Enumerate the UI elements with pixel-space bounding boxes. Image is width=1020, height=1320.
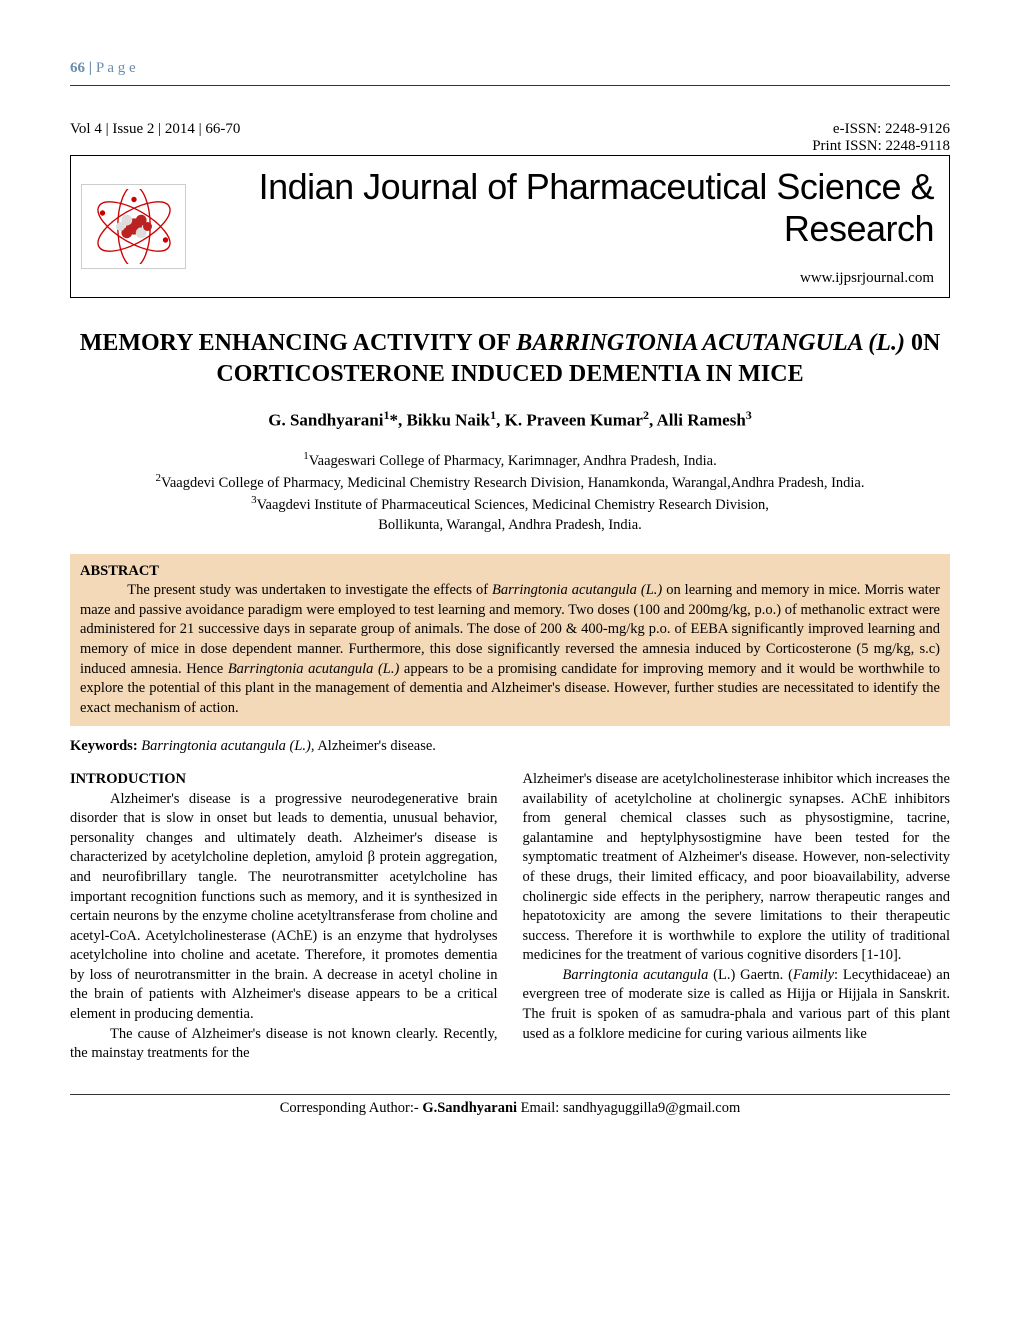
intro-heading: INTRODUCTION xyxy=(70,771,186,787)
title-part1: MEMORY ENHANCING ACTIVITY OF xyxy=(80,330,517,356)
intro-p2: The cause of Alzheimer's disease is not … xyxy=(70,1025,498,1064)
molecule-icon xyxy=(89,189,179,264)
journal-header-box: Indian Journal of Pharmaceutical Science… xyxy=(70,155,950,298)
abstract-italic2: Barringtonia acutangula (L.) xyxy=(228,661,400,677)
keywords-label: Keywords: xyxy=(70,738,141,754)
col2-p2b: (L.) Gaertn. ( xyxy=(708,967,793,983)
abstract-box: ABSTRACT The present study was undertake… xyxy=(70,554,950,727)
e-issn: e-ISSN: 2248-9126 xyxy=(812,121,950,138)
header-divider xyxy=(70,85,950,86)
journal-title: Indian Journal of Pharmaceutical Science… xyxy=(201,166,934,250)
corr-email-label: Email: xyxy=(517,1100,563,1116)
author2-sep: , K. Praveen Kumar xyxy=(496,411,643,430)
intro-p1: Alzheimer's disease is a progressive neu… xyxy=(70,790,498,1025)
col2-p2c: Family xyxy=(793,967,834,983)
journal-logo xyxy=(81,184,186,269)
aff1: Vaageswari College of Pharmacy, Karimnag… xyxy=(309,453,717,469)
abstract-italic1: Barringtonia acutangula (L.) xyxy=(492,582,662,598)
author3-sep: , Alli Ramesh xyxy=(649,411,746,430)
corr-label: Corresponding Author:- xyxy=(280,1100,423,1116)
column-left: INTRODUCTION Alzheimer's disease is a pr… xyxy=(70,770,498,1063)
affiliations: 1Vaageswari College of Pharmacy, Karimna… xyxy=(70,449,950,536)
column-right: Alzheimer's disease are acetylcholineste… xyxy=(523,770,951,1063)
col2-p1: Alzheimer's disease are acetylcholineste… xyxy=(523,770,951,966)
page-label: P a g e xyxy=(96,60,136,76)
body-columns: INTRODUCTION Alzheimer's disease is a pr… xyxy=(70,770,950,1063)
footer-divider: Corresponding Author:- G.Sandhyarani Ema… xyxy=(70,1094,950,1117)
keywords-rest: Alzheimer's disease. xyxy=(315,738,436,754)
keywords-italic: Barringtonia acutangula (L.), xyxy=(141,738,314,754)
authors: G. Sandhyarani1*, Bikku Naik1, K. Pravee… xyxy=(70,408,950,431)
author1-star: *, Bikku Naik xyxy=(389,411,490,430)
vol-issue: Vol 4 | Issue 2 | 2014 | 66-70 xyxy=(70,121,240,155)
page-header: 66 | P a g e xyxy=(70,60,950,77)
col2-p2a: Barringtonia acutangula xyxy=(563,967,709,983)
aff3: Vaagdevi Institute of Pharmaceutical Sci… xyxy=(257,497,769,513)
abstract-indent: The present study was undertaken to inve… xyxy=(80,582,492,598)
author4-sup: 3 xyxy=(746,408,752,422)
journal-title-area: Indian Journal of Pharmaceutical Science… xyxy=(201,166,934,287)
abstract-heading: ABSTRACT xyxy=(80,563,159,579)
page-number: 66 | xyxy=(70,60,92,76)
journal-url: www.ijpsrjournal.com xyxy=(201,270,934,287)
article-title: MEMORY ENHANCING ACTIVITY OF BARRINGTONI… xyxy=(70,328,950,390)
corr-name: G.Sandhyarani xyxy=(422,1100,517,1116)
col2-p2: Barringtonia acutangula (L.) Gaertn. (Fa… xyxy=(523,966,951,1044)
keywords: Keywords: Barringtonia acutangula (L.), … xyxy=(70,738,950,755)
aff3b: Bollikunta, Warangal, Andhra Pradesh, In… xyxy=(378,517,642,533)
print-issn: Print ISSN: 2248-9118 xyxy=(812,138,950,155)
title-italic: BARRINGTONIA ACUTANGULA (L.) xyxy=(516,330,905,356)
corresponding-author: Corresponding Author:- G.Sandhyarani Ema… xyxy=(70,1100,950,1117)
issn-row: Vol 4 | Issue 2 | 2014 | 66-70 e-ISSN: 2… xyxy=(70,121,950,155)
aff2: Vaagdevi College of Pharmacy, Medicinal … xyxy=(161,475,865,491)
issn-right: e-ISSN: 2248-9126 Print ISSN: 2248-9118 xyxy=(812,121,950,155)
corr-email: sandhyaguggilla9@gmail.com xyxy=(563,1100,740,1116)
author1: G. Sandhyarani xyxy=(268,411,383,430)
